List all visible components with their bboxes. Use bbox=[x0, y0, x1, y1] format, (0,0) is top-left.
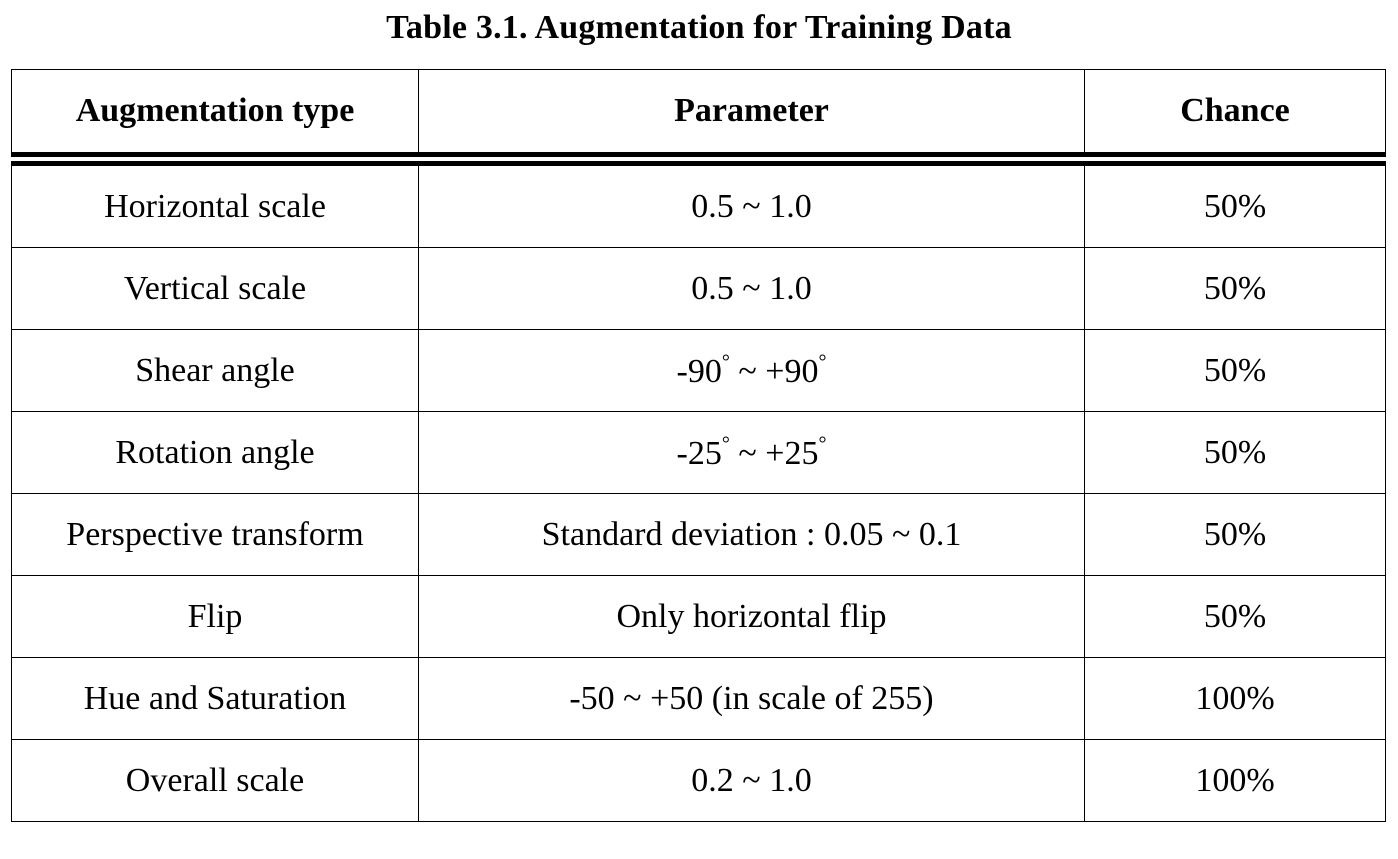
table-row: Shear angle -90° ~ +90° 50% bbox=[11, 329, 1386, 412]
degree-symbol: ° bbox=[721, 350, 730, 373]
cell-chance: 50% bbox=[1084, 329, 1386, 412]
table-row: Horizontal scale 0.5 ~ 1.0 50% bbox=[11, 158, 1386, 248]
table-caption: Table 3.1. Augmentation for Training Dat… bbox=[386, 9, 1012, 46]
header-parameter: Parameter bbox=[418, 69, 1085, 166]
cell-chance: 50% bbox=[1084, 158, 1386, 248]
cell-chance: 50% bbox=[1084, 493, 1386, 576]
cell-chance: 100% bbox=[1084, 739, 1386, 822]
degree-symbol: ° bbox=[818, 350, 827, 373]
table-row: Flip Only horizontal flip 50% bbox=[11, 575, 1386, 658]
table-header: Augmentation type Parameter Chance bbox=[11, 69, 1386, 166]
cell-type: Rotation angle bbox=[11, 411, 419, 494]
header-chance: Chance bbox=[1084, 69, 1386, 166]
cell-parameter: -90° ~ +90° bbox=[418, 329, 1085, 412]
cell-type: Overall scale bbox=[11, 739, 419, 822]
cell-type: Flip bbox=[11, 575, 419, 658]
cell-chance: 100% bbox=[1084, 657, 1386, 740]
table-row: Vertical scale 0.5 ~ 1.0 50% bbox=[11, 247, 1386, 330]
cell-parameter: Only horizontal flip bbox=[418, 575, 1085, 658]
cell-type: Hue and Saturation bbox=[11, 657, 419, 740]
cell-chance: 50% bbox=[1084, 575, 1386, 658]
header-augmentation-type: Augmentation type bbox=[11, 69, 419, 166]
degree-symbol: ° bbox=[818, 432, 827, 455]
augmentation-table: Augmentation type Parameter Chance Horiz… bbox=[11, 69, 1386, 822]
header-row: Augmentation type Parameter Chance bbox=[11, 69, 1386, 166]
table-row: Hue and Saturation -50 ~ +50 (in scale o… bbox=[11, 657, 1386, 740]
cell-type: Shear angle bbox=[11, 329, 419, 412]
table-row: Rotation angle -25° ~ +25° 50% bbox=[11, 411, 1386, 494]
cell-parameter: Standard deviation : 0.05 ~ 0.1 bbox=[418, 493, 1085, 576]
cell-type: Vertical scale bbox=[11, 247, 419, 330]
cell-parameter: 0.2 ~ 1.0 bbox=[418, 739, 1085, 822]
cell-chance: 50% bbox=[1084, 411, 1386, 494]
cell-type: Perspective transform bbox=[11, 493, 419, 576]
cell-parameter: 0.5 ~ 1.0 bbox=[418, 247, 1085, 330]
cell-chance: 50% bbox=[1084, 247, 1386, 330]
table-row: Overall scale 0.2 ~ 1.0 100% bbox=[11, 739, 1386, 822]
table-row: Perspective transform Standard deviation… bbox=[11, 493, 1386, 576]
cell-parameter: -50 ~ +50 (in scale of 255) bbox=[418, 657, 1085, 740]
cell-parameter: 0.5 ~ 1.0 bbox=[418, 158, 1085, 248]
table-body: Horizontal scale 0.5 ~ 1.0 50% Vertical … bbox=[11, 158, 1386, 822]
cell-type: Horizontal scale bbox=[11, 158, 419, 248]
cell-parameter: -25° ~ +25° bbox=[418, 411, 1085, 494]
degree-symbol: ° bbox=[721, 432, 730, 455]
